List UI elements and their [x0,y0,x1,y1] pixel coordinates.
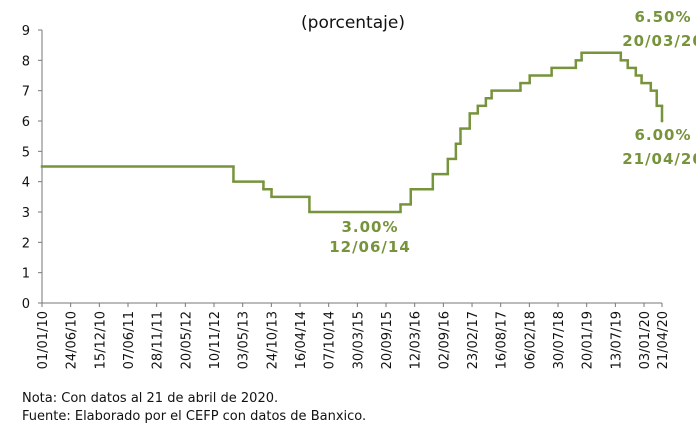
y-tick-label: 9 [22,24,30,39]
x-tick-label: 16/08/17 [495,311,510,369]
annotation: 21/04/20 [622,150,696,168]
annotation: 6.00% [634,126,691,144]
x-tick-label: 03/05/13 [237,311,252,369]
chart-title: (porcentaje) [301,13,405,33]
x-tick-label: 13/07/19 [609,311,624,369]
x-tick-label: 06/02/18 [523,311,538,369]
annotation: 3.00% [341,218,398,236]
y-tick-label: 0 [22,297,30,312]
annotation: 6.50% [634,8,691,26]
x-tick-label: 07/06/11 [122,311,137,369]
annotation: 12/06/14 [329,238,411,256]
y-tick-label: 6 [22,115,30,130]
y-tick-label: 5 [22,145,30,160]
x-tick-label: 10/11/12 [208,311,223,369]
y-tick-label: 3 [22,206,30,221]
x-tick-label: 23/02/17 [466,311,481,369]
x-tick-label: 01/01/10 [36,311,51,369]
x-tick-label: 21/04/20 [656,311,671,369]
x-tick-label: 07/10/14 [323,311,338,369]
x-tick-label: 20/09/15 [380,311,395,369]
x-tick-label: 24/06/10 [65,311,80,369]
y-tick-label: 7 [22,85,30,100]
y-tick-label: 1 [22,267,30,282]
x-tick-label: 20/01/19 [581,311,596,369]
note: Nota: Con datos al 21 de abril de 2020. [22,391,278,406]
y-tick-label: 4 [22,176,30,191]
x-tick-label: 15/12/10 [93,311,108,369]
x-tick-label: 16/04/14 [294,311,309,369]
x-tick-label: 20/05/12 [179,311,194,369]
y-tick-label: 8 [22,54,30,69]
x-tick-label: 02/09/16 [437,311,452,369]
x-tick-label: 28/11/11 [151,311,166,369]
x-tick-label: 24/10/13 [265,311,280,369]
y-tick-label: 2 [22,236,30,251]
x-tick-label: 12/03/16 [409,311,424,369]
annotation: 20/03/20 [622,32,696,50]
note: Fuente: Elaborado por el CEFP con datos … [22,409,366,424]
x-tick-label: 30/03/15 [351,311,366,369]
x-tick-label: 30/07/18 [552,311,567,369]
x-tick-label: 03/01/20 [638,311,653,369]
